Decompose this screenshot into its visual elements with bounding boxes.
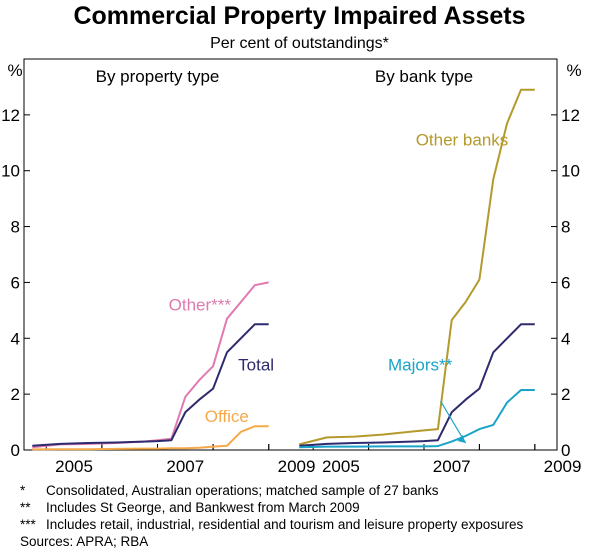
- majors-arrowhead: [457, 435, 466, 444]
- y-tick-label-left: 0: [11, 441, 20, 460]
- chart-title: Commercial Property Impaired Assets: [73, 2, 526, 30]
- series-line: [299, 323, 535, 447]
- y-tick-label-right: 10: [561, 162, 580, 181]
- footnote-text: Includes St George, and Bankwest from Ma…: [46, 500, 360, 515]
- footnote-2: ** Includes St George, and Bankwest from …: [20, 499, 595, 516]
- plot-frame: [23, 58, 558, 451]
- y-tick-label-right: 8: [561, 218, 570, 237]
- majors-leader-line: [440, 400, 467, 444]
- series-label: Total: [238, 355, 274, 374]
- footnote-mark: **: [20, 500, 31, 515]
- footnote-mark: *: [20, 483, 26, 498]
- sources: Sources: APRA; RBA: [20, 534, 149, 549]
- y-tick-label-left: 4: [11, 329, 20, 348]
- x-tick-label: 2009: [278, 457, 316, 476]
- y-tick-label-left: 10: [1, 162, 20, 181]
- y-tick-label-right: 6: [561, 273, 570, 292]
- x-tick-label: 2007: [166, 457, 204, 476]
- x-tick-label: 2009: [544, 457, 582, 476]
- series-line: [32, 323, 269, 447]
- footnote-text: Includes retail, industrial, residential…: [46, 517, 524, 532]
- series-label: Other***: [169, 295, 232, 314]
- chart-subtitle: Per cent of outstandings*: [210, 35, 389, 52]
- panel-title: By property type: [96, 67, 220, 86]
- series-line: [32, 425, 269, 451]
- footnote-3: *** Includes retail, industrial, resident…: [20, 516, 595, 533]
- y-tick-label-left: 6: [11, 273, 20, 292]
- y-tick-label-right: 12: [561, 106, 580, 125]
- footnotes: * Consolidated, Australian operations; ma…: [20, 482, 595, 550]
- series-label: Other banks: [416, 131, 509, 150]
- footnote-mark: ***: [20, 517, 36, 532]
- x-tick-label: 2005: [322, 457, 360, 476]
- y-tick-label-left: 8: [11, 218, 20, 237]
- footnote-text: Consolidated, Australian operations; mat…: [46, 483, 439, 498]
- series-line: [299, 389, 535, 449]
- x-tick-label: 2005: [55, 457, 93, 476]
- y-tick-label-right: 2: [561, 385, 570, 404]
- footnote-1: * Consolidated, Australian operations; ma…: [20, 482, 595, 499]
- y-tick-label-right: 4: [561, 329, 570, 348]
- series-line: [299, 88, 535, 446]
- series-label: Majors**: [388, 355, 453, 374]
- y-tick-label-left: 2: [11, 385, 20, 404]
- y-unit-right: %: [566, 61, 581, 80]
- panel-title: By bank type: [375, 67, 473, 86]
- x-tick-label: 2007: [433, 457, 471, 476]
- y-tick-label-right: 0: [561, 441, 570, 460]
- series-label: Office: [205, 407, 249, 426]
- y-unit-left: %: [7, 61, 22, 80]
- y-tick-label-left: 12: [1, 106, 20, 125]
